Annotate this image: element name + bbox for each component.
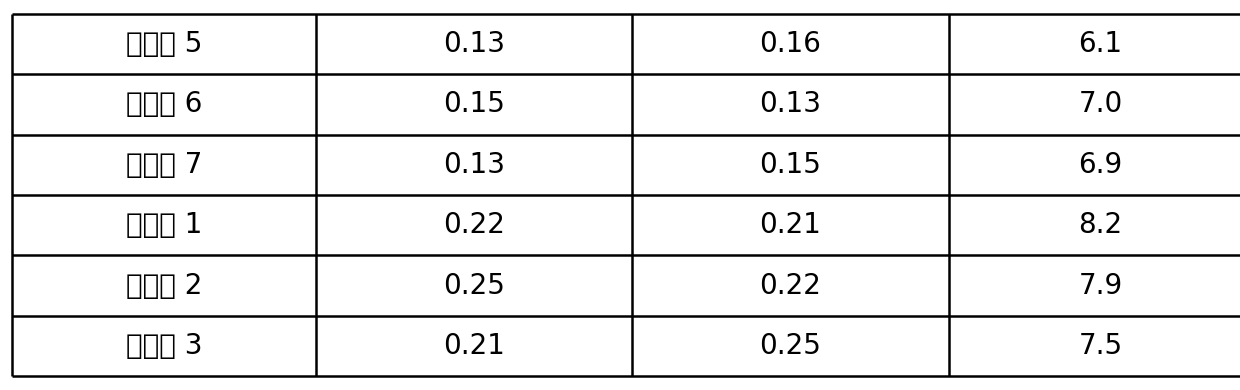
Text: 对比例 1: 对比例 1 bbox=[126, 211, 202, 239]
Text: 实施例 6: 实施例 6 bbox=[126, 90, 202, 118]
Text: 8.2: 8.2 bbox=[1079, 211, 1122, 239]
Text: 6.9: 6.9 bbox=[1079, 151, 1122, 179]
Text: 7.5: 7.5 bbox=[1079, 332, 1122, 360]
Text: 0.13: 0.13 bbox=[444, 151, 506, 179]
Text: 0.22: 0.22 bbox=[444, 211, 505, 239]
Text: 0.21: 0.21 bbox=[760, 211, 821, 239]
Text: 0.25: 0.25 bbox=[760, 332, 821, 360]
Text: 7.0: 7.0 bbox=[1079, 90, 1122, 118]
Text: 实施例 5: 实施例 5 bbox=[126, 30, 202, 58]
Text: 0.15: 0.15 bbox=[760, 151, 821, 179]
Text: 0.25: 0.25 bbox=[444, 272, 505, 300]
Text: 对比例 2: 对比例 2 bbox=[126, 272, 202, 300]
Text: 0.15: 0.15 bbox=[444, 90, 505, 118]
Text: 0.21: 0.21 bbox=[444, 332, 505, 360]
Text: 0.13: 0.13 bbox=[444, 30, 506, 58]
Text: 实施例 7: 实施例 7 bbox=[126, 151, 202, 179]
Text: 0.22: 0.22 bbox=[760, 272, 821, 300]
Text: 6.1: 6.1 bbox=[1079, 30, 1122, 58]
Text: 0.16: 0.16 bbox=[760, 30, 821, 58]
Text: 7.9: 7.9 bbox=[1079, 272, 1122, 300]
Text: 0.13: 0.13 bbox=[759, 90, 821, 118]
Text: 对比例 3: 对比例 3 bbox=[126, 332, 202, 360]
